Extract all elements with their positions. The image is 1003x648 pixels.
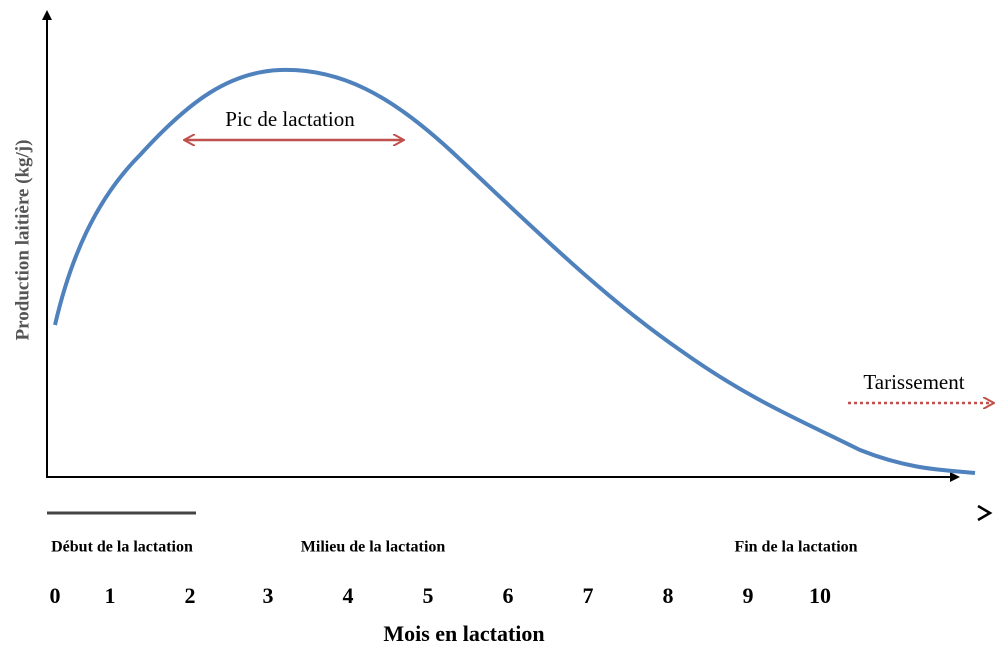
- x-axis-label: Mois en lactation: [383, 621, 544, 646]
- month-label: 0: [50, 583, 61, 608]
- phase-label: Fin de la lactation: [734, 539, 857, 556]
- month-label: 6: [503, 583, 514, 608]
- month-label: 3: [263, 583, 274, 608]
- month-label: 10: [809, 583, 831, 608]
- month-label: 5: [423, 583, 434, 608]
- month-label: 7: [583, 583, 594, 608]
- month-label: 1: [105, 583, 116, 608]
- month-label: 8: [663, 583, 674, 608]
- month-label: 2: [185, 583, 196, 608]
- month-label: 9: [743, 583, 754, 608]
- phase-label: Début de la lactation: [51, 539, 193, 556]
- phase-arrow-head: [977, 504, 993, 522]
- lactation-curve: [53, 67, 976, 475]
- peak-label: Pic de lactation: [225, 107, 355, 131]
- phase-label: Milieu de la lactation: [301, 539, 446, 556]
- y-axis-label: Production laitière (kg/j): [12, 140, 33, 341]
- drying-off-label: Tarissement: [863, 370, 964, 394]
- month-label: 4: [343, 583, 354, 608]
